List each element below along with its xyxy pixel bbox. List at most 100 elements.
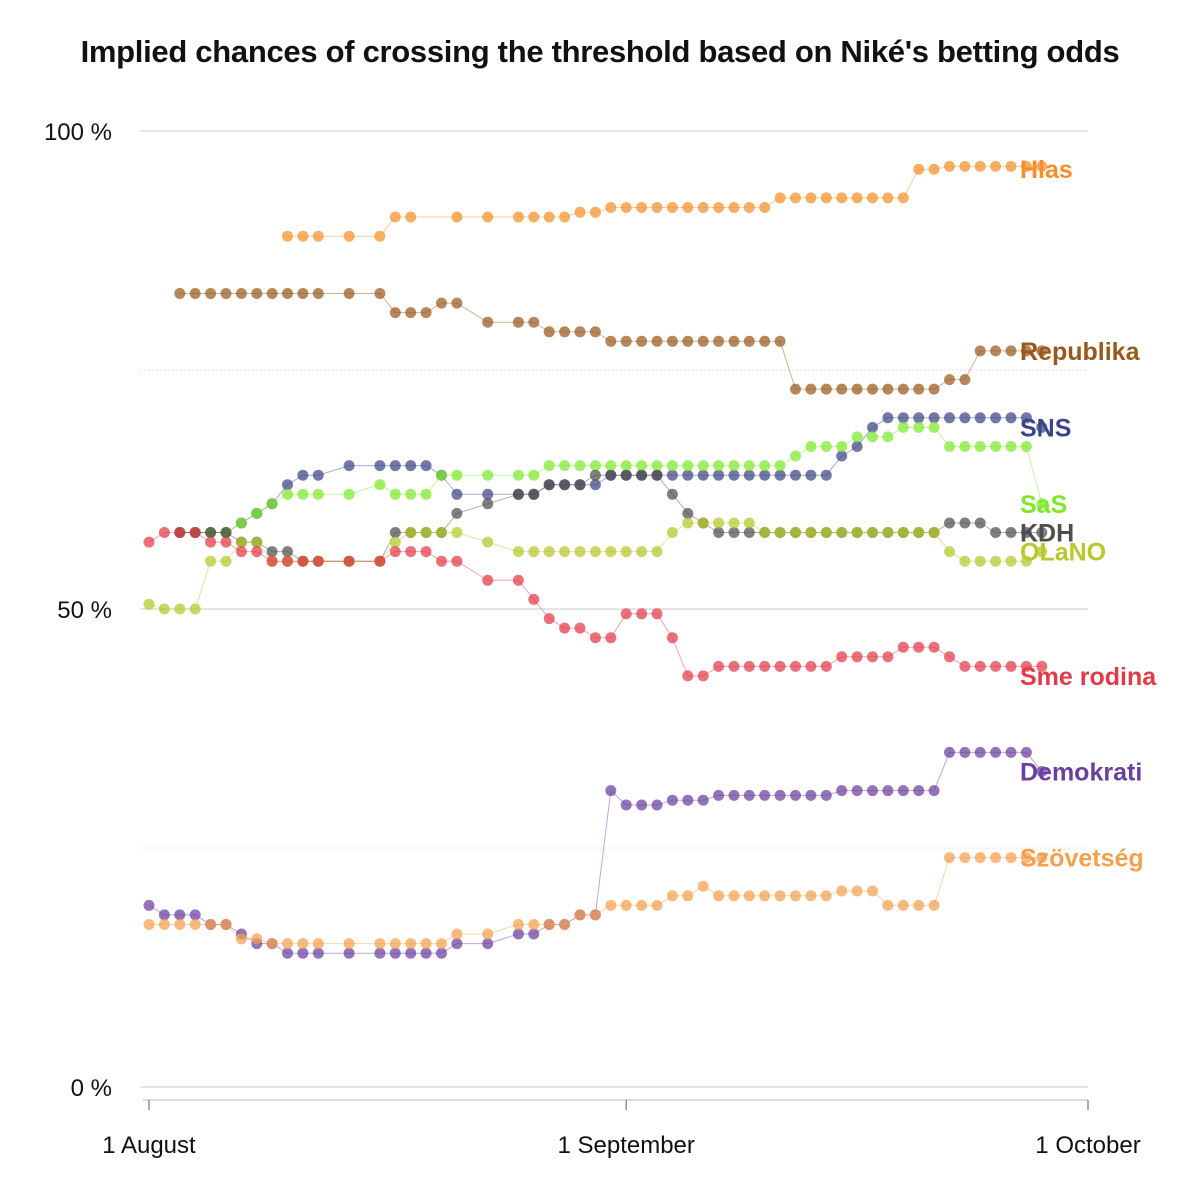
data-point [436, 555, 447, 567]
data-point [913, 383, 925, 395]
data-point [266, 288, 278, 299]
data-point [543, 919, 555, 930]
data-point [836, 527, 848, 538]
x-tick-label: 1 September [557, 1132, 694, 1159]
data-point [974, 345, 986, 357]
data-point [728, 890, 740, 902]
series-label-demokrati: Demokrati [1020, 759, 1142, 787]
chart-title: Implied chances of crossing the threshol… [80, 34, 1120, 69]
data-point [682, 794, 694, 806]
data-point [220, 527, 232, 538]
data-point [867, 527, 878, 538]
data-point [482, 211, 494, 223]
data-point [851, 431, 863, 443]
data-point [959, 746, 971, 758]
data-point [897, 192, 909, 204]
data-point [220, 919, 232, 930]
data-point [482, 488, 494, 500]
data-point [205, 288, 217, 299]
data-point [420, 307, 432, 319]
data-point [374, 479, 386, 491]
data-point [251, 288, 263, 299]
data-point [713, 202, 725, 213]
data-point [666, 890, 678, 902]
data-point [282, 546, 293, 558]
data-point [1036, 766, 1048, 777]
data-point [790, 890, 801, 902]
data-point [1005, 441, 1017, 452]
data-point [790, 660, 801, 672]
data-point [405, 546, 417, 558]
data-point [235, 288, 247, 299]
data-point [974, 441, 986, 452]
data-point [297, 555, 309, 567]
data-point [743, 335, 755, 347]
data-point [636, 799, 648, 811]
data-point [651, 335, 663, 347]
data-point [882, 412, 894, 424]
series-hlas [282, 160, 1048, 242]
data-point [559, 479, 571, 491]
data-point [805, 441, 817, 452]
data-point [158, 603, 170, 615]
data-point [974, 412, 986, 424]
data-point [574, 622, 586, 634]
data-point [174, 288, 186, 299]
data-point [805, 192, 817, 204]
data-point [759, 890, 771, 902]
data-point [697, 469, 709, 481]
data-point [559, 919, 571, 930]
data-point [836, 651, 848, 663]
data-point [944, 441, 955, 452]
data-point [682, 202, 694, 213]
data-point [374, 230, 386, 242]
data-point [1005, 527, 1017, 538]
x-tick-label: 1 October [1035, 1132, 1140, 1159]
data-point [189, 919, 201, 930]
data-point [897, 421, 909, 433]
data-point [451, 211, 463, 223]
series-line [148, 522, 1043, 610]
data-point [913, 412, 925, 424]
data-point [836, 192, 848, 204]
data-point [666, 632, 678, 644]
data-point [1020, 660, 1032, 672]
data-point [913, 785, 925, 797]
data-point [605, 632, 617, 644]
data-point [482, 574, 494, 586]
data-point [820, 192, 832, 204]
data-point [251, 546, 263, 558]
data-point [1005, 746, 1017, 758]
data-point [774, 192, 786, 204]
data-point [851, 651, 863, 663]
series-republika [174, 288, 1048, 395]
data-point [482, 928, 494, 940]
data-point [620, 460, 632, 472]
data-point [451, 469, 463, 481]
data-point [1036, 498, 1048, 510]
data-point [620, 469, 632, 481]
data-point [482, 469, 494, 481]
data-point [882, 651, 894, 663]
series-label-kdh: KDH [1020, 520, 1074, 548]
series-label-sme-rodina: Sme rodina [1020, 663, 1157, 691]
series-label-sas: SaS [1020, 491, 1067, 519]
data-point [405, 307, 417, 319]
data-point [713, 527, 725, 538]
data-point [636, 202, 648, 213]
data-point [928, 899, 940, 911]
data-point [574, 326, 586, 338]
data-point [928, 527, 940, 538]
data-point [620, 799, 632, 811]
data-point [820, 469, 832, 481]
data-point [343, 555, 355, 567]
data-point [282, 288, 293, 299]
data-point [574, 460, 586, 472]
data-point [205, 527, 217, 538]
data-point [867, 192, 878, 204]
data-point [743, 517, 755, 529]
data-point [312, 938, 324, 950]
data-point [589, 326, 601, 338]
data-point [743, 660, 755, 672]
data-point [389, 488, 401, 500]
